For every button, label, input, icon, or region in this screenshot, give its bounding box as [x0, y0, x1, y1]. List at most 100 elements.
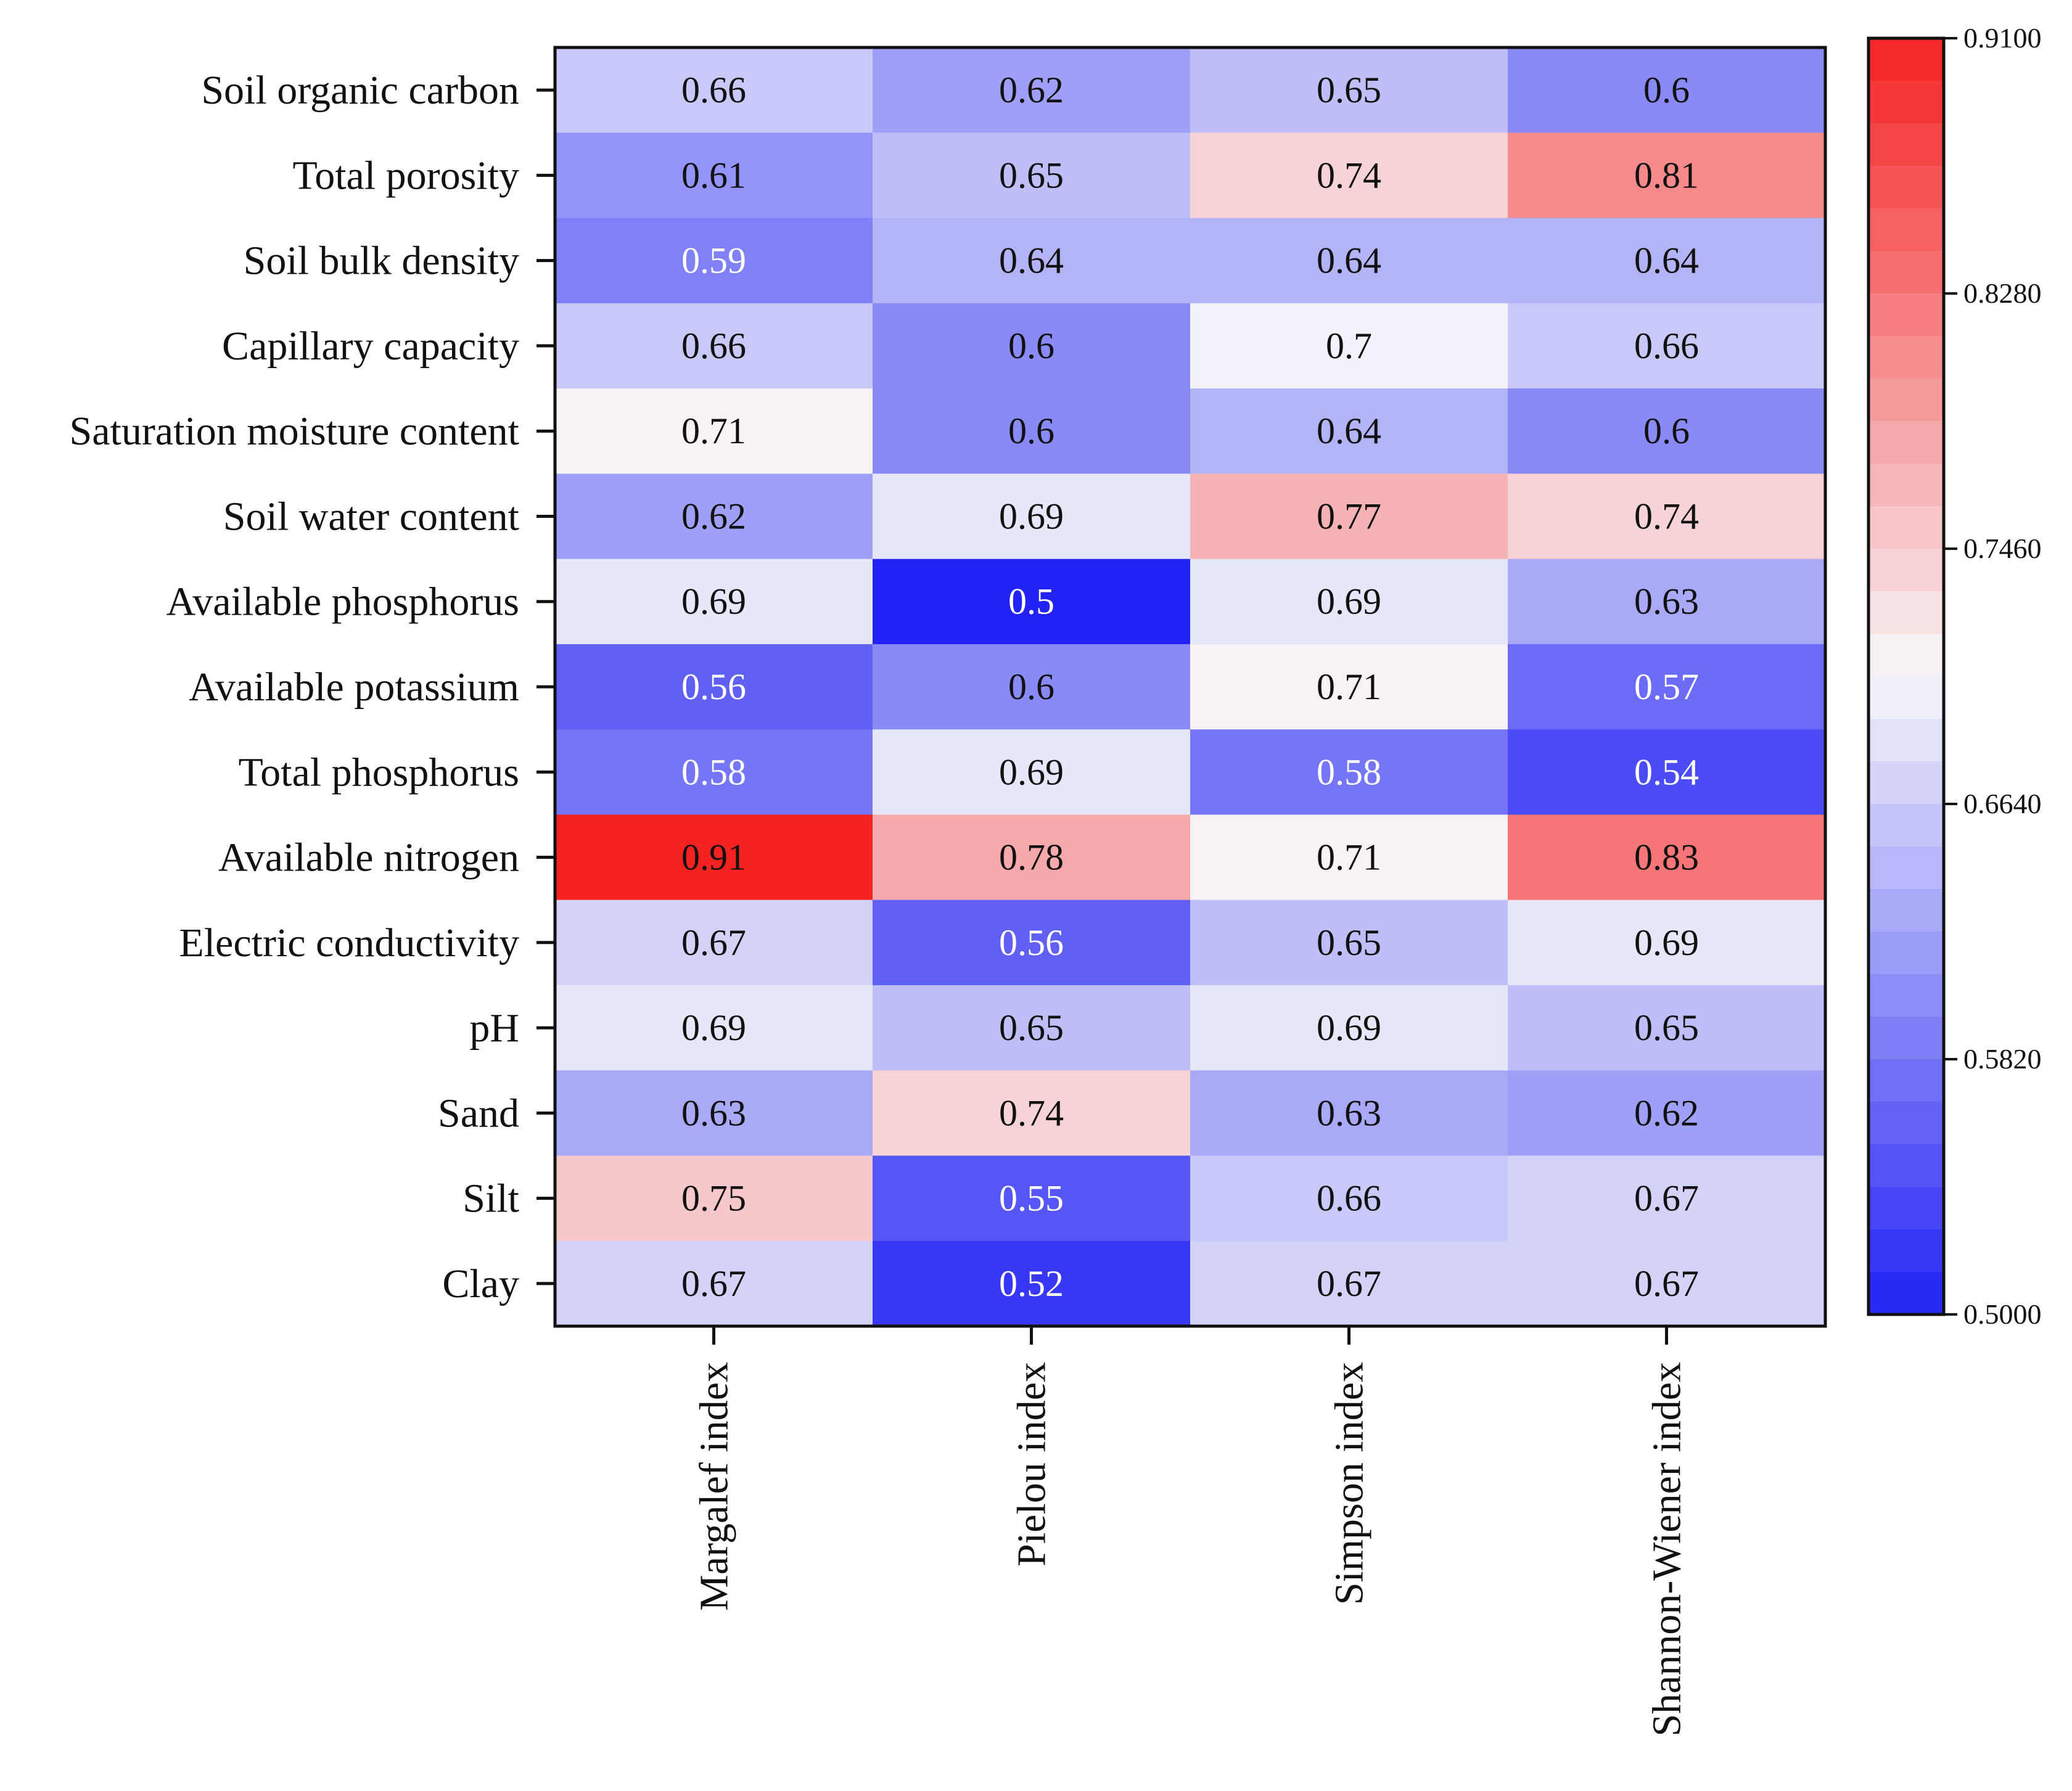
cell-value-label: 0.78 [999, 837, 1064, 878]
colorbar-step [1868, 719, 1944, 762]
cell-value-label: 0.69 [999, 752, 1064, 792]
cell-value-label: 0.65 [1317, 70, 1381, 110]
cell-value-label: 0.65 [999, 1007, 1064, 1048]
colorbar-step [1868, 804, 1944, 847]
colorbar-step [1868, 1144, 1944, 1187]
colorbar-step [1868, 591, 1944, 634]
cell-value-label: 0.67 [681, 922, 746, 963]
colorbar-step [1868, 81, 1944, 124]
y-tick-label: Total porosity [292, 153, 519, 198]
cell-value-label: 0.67 [1634, 1263, 1699, 1304]
heatmap-cell [873, 303, 1191, 389]
colorbar-gradient [1868, 38, 1944, 1315]
cell-value-label: 0.59 [681, 240, 746, 281]
cell-value-label: 0.67 [1634, 1178, 1699, 1219]
cell-value-label: 0.65 [1634, 1007, 1699, 1048]
cell-value-label: 0.55 [999, 1178, 1064, 1219]
heatmap-cell-labels: 0.66 0.62 0.65 0.6 0.61 0.65 0.74 0.81 0.59 0.64 0… [681, 70, 1699, 1304]
cell-value-label: 0.69 [1317, 581, 1381, 622]
heatmap-cell [1190, 388, 1508, 474]
colorbar-step [1868, 676, 1944, 719]
heatmap-cell [1508, 900, 1826, 986]
heatmap-cell [1508, 133, 1826, 219]
colorbar-step [1868, 293, 1944, 337]
colorbar-tick-label: 0.6640 [1963, 788, 2042, 819]
heatmap-cell [1190, 47, 1508, 133]
cell-value-label: 0.91 [681, 837, 746, 878]
heatmap-cell [555, 473, 873, 560]
cell-value-label: 0.5 [1008, 581, 1054, 622]
heatmap-cell [873, 133, 1191, 219]
cell-value-label: 0.62 [1634, 1092, 1699, 1133]
y-tick-label: Soil water content [223, 494, 519, 539]
y-tick-label: Sand [438, 1091, 519, 1136]
cell-value-label: 0.69 [681, 1007, 746, 1048]
cell-value-label: 0.7 [1326, 326, 1372, 366]
cell-value-label: 0.66 [681, 326, 746, 366]
cell-value-label: 0.71 [1317, 666, 1381, 707]
cell-value-label: 0.71 [681, 411, 746, 451]
colorbar: 0.9100 0.8280 0.7460 0.6640 0.5820 0.5000 [1867, 22, 2042, 1330]
cell-value-label: 0.66 [681, 70, 746, 110]
heatmap-cell [1508, 559, 1826, 645]
heatmap-cell [1508, 985, 1826, 1071]
cell-value-label: 0.69 [1634, 922, 1699, 963]
heatmap-cell [555, 1155, 873, 1242]
cell-value-label: 0.6 [1008, 411, 1054, 451]
heatmap-cell [1508, 388, 1826, 474]
colorbar-step [1868, 846, 1944, 890]
heatmap-cell [1190, 814, 1508, 901]
cell-value-label: 0.74 [999, 1092, 1064, 1133]
colorbar-step [1868, 123, 1944, 166]
colorbar-step [1868, 1272, 1944, 1315]
heatmap-cell [873, 1240, 1191, 1327]
cell-value-label: 0.63 [681, 1092, 746, 1133]
colorbar-step [1868, 889, 1944, 932]
cell-value-label: 0.52 [999, 1263, 1064, 1304]
heatmap-cell [1508, 303, 1826, 389]
cell-value-label: 0.81 [1634, 155, 1699, 195]
colorbar-ticks: 0.9100 0.8280 0.7460 0.6640 0.5820 0.5000 [1944, 22, 2042, 1330]
cell-value-label: 0.62 [999, 70, 1064, 110]
heatmap-cell [873, 1155, 1191, 1242]
heatmap-cell [1190, 473, 1508, 560]
heatmap-cell [555, 133, 873, 219]
colorbar-tick-label: 0.7460 [1963, 533, 2042, 564]
heatmap-cell [1508, 47, 1826, 133]
heatmap-cell [555, 729, 873, 815]
colorbar-step [1868, 166, 1944, 209]
heatmap-cell [873, 729, 1191, 815]
cell-value-label: 0.65 [999, 155, 1064, 195]
cell-value-label: 0.6 [1008, 326, 1054, 366]
cell-value-label: 0.66 [1634, 326, 1699, 366]
colorbar-step [1868, 634, 1944, 677]
heatmap-cell [873, 1070, 1191, 1157]
y-tick-label: Available phosphorus [166, 580, 519, 625]
heatmap-cell [1508, 473, 1826, 560]
heatmap-cell [1190, 985, 1508, 1071]
y-axis: Soil organic carbon Total porosity Soil bu… [69, 68, 555, 1306]
cell-value-label: 0.56 [681, 666, 746, 707]
heatmap-cell [873, 644, 1191, 730]
heatmap-cell [1190, 644, 1508, 730]
colorbar-step [1868, 251, 1944, 294]
y-tick-label: pH [469, 1006, 519, 1051]
colorbar-tick-label: 0.5820 [1963, 1043, 2042, 1075]
cell-value-label: 0.54 [1634, 752, 1699, 792]
heatmap-cell [1190, 729, 1508, 815]
heatmap-cell [873, 985, 1191, 1071]
heatmap-cell [1190, 1155, 1508, 1242]
heatmap-cell [1508, 1155, 1826, 1242]
colorbar-step [1868, 1059, 1944, 1102]
colorbar-frame [1867, 36, 1946, 1316]
colorbar-step [1868, 932, 1944, 975]
heatmap-cell [1508, 1240, 1826, 1327]
heatmap-cell [1190, 218, 1508, 304]
x-tick-label: Simpson index [1327, 1362, 1372, 1605]
heatmap-cell [555, 1240, 873, 1327]
cell-value-label: 0.64 [999, 240, 1064, 281]
cell-value-label: 0.6 [1643, 70, 1690, 110]
x-tick-label: Pielou index [1009, 1362, 1054, 1567]
colorbar-step [1868, 421, 1944, 464]
